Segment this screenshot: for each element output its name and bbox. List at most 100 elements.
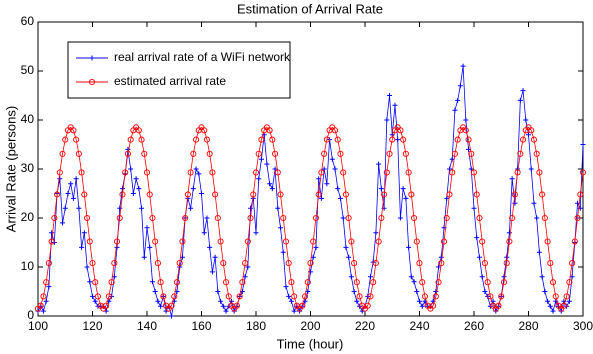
marker — [384, 117, 390, 123]
marker — [152, 238, 159, 245]
marker — [288, 279, 295, 286]
marker — [340, 169, 347, 176]
marker — [419, 279, 426, 286]
marker — [484, 279, 491, 286]
marker — [155, 298, 161, 304]
marker — [452, 107, 458, 113]
marker — [291, 308, 297, 314]
marker — [324, 181, 330, 187]
marker — [90, 293, 95, 299]
marker — [127, 136, 134, 143]
marker — [354, 298, 360, 304]
x-tick-label: 200 — [300, 319, 320, 333]
marker — [81, 191, 88, 198]
y-tick-label: 50 — [21, 63, 35, 77]
marker — [509, 176, 515, 182]
marker — [252, 169, 260, 176]
marker — [307, 260, 314, 267]
marker — [217, 238, 224, 245]
marker — [547, 303, 553, 309]
marker — [209, 169, 216, 176]
marker — [250, 191, 257, 198]
marker — [337, 195, 343, 201]
marker — [552, 293, 559, 300]
chart-title: Estimation of Arrival Rate — [237, 1, 383, 16]
marker — [373, 230, 379, 236]
marker — [204, 215, 210, 221]
marker — [176, 260, 183, 267]
marker — [40, 308, 46, 314]
marker — [59, 150, 66, 157]
marker — [375, 238, 382, 245]
marker — [378, 214, 385, 222]
y-axis-label: Arrival Rate (persons) — [3, 106, 18, 232]
marker — [520, 88, 526, 94]
marker — [446, 191, 453, 198]
marker — [315, 191, 322, 198]
marker — [277, 191, 284, 198]
marker — [438, 260, 445, 267]
marker — [264, 161, 270, 167]
marker — [285, 260, 292, 267]
marker — [580, 142, 586, 147]
marker — [146, 191, 153, 198]
marker — [386, 150, 393, 157]
marker — [220, 260, 227, 267]
y-tick-label: 10 — [21, 259, 35, 273]
marker — [199, 191, 204, 196]
marker — [536, 169, 543, 176]
marker — [113, 238, 121, 245]
marker — [275, 205, 281, 211]
marker — [222, 279, 230, 286]
marker — [49, 230, 55, 236]
marker — [76, 205, 82, 211]
marker — [188, 205, 194, 211]
marker — [225, 293, 232, 300]
marker — [209, 269, 215, 275]
marker — [117, 205, 123, 211]
marker — [141, 254, 147, 260]
marker — [57, 176, 63, 182]
marker — [536, 249, 542, 255]
marker — [179, 238, 186, 245]
legend-box — [67, 41, 291, 99]
marker — [43, 298, 49, 304]
marker — [119, 186, 125, 192]
y-tick-label: 0 — [27, 308, 34, 322]
marker — [122, 169, 129, 176]
marker — [571, 238, 578, 245]
marker — [498, 293, 505, 300]
marker — [402, 150, 409, 157]
marker — [68, 181, 74, 187]
marker — [86, 238, 93, 245]
marker — [462, 127, 469, 134]
marker — [517, 97, 523, 103]
marker — [130, 191, 136, 196]
marker — [105, 293, 112, 300]
marker — [353, 279, 360, 286]
marker — [70, 195, 76, 201]
marker — [206, 150, 213, 157]
marker — [37, 302, 44, 309]
marker — [547, 260, 554, 267]
marker — [157, 279, 164, 286]
marker — [463, 117, 469, 123]
marker — [133, 176, 139, 182]
x-tick-label: 220 — [355, 319, 375, 333]
marker — [45, 260, 52, 267]
marker — [438, 254, 444, 260]
marker — [419, 303, 425, 309]
marker — [331, 127, 339, 134]
marker — [212, 254, 218, 260]
marker — [236, 293, 243, 300]
marker — [348, 238, 355, 245]
marker — [184, 191, 191, 198]
marker — [440, 238, 448, 245]
marker — [482, 289, 488, 294]
marker — [214, 214, 221, 222]
marker — [471, 205, 477, 211]
marker — [220, 303, 226, 309]
marker — [337, 150, 344, 157]
marker — [138, 136, 145, 143]
